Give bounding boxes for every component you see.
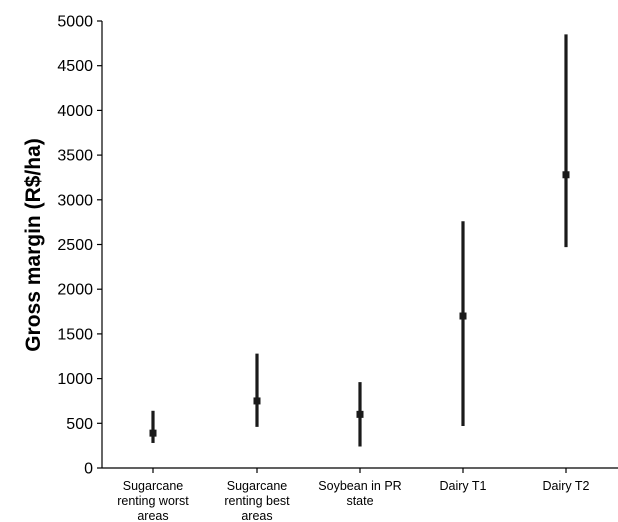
data-point [149, 429, 157, 437]
x-category-label: Sugarcane [227, 479, 288, 493]
x-category-label: state [346, 494, 373, 508]
y-tick-label: 4000 [57, 103, 93, 120]
y-tick-label: 2500 [57, 237, 93, 254]
y-tick-label: 0 [84, 461, 93, 478]
data-point [356, 410, 364, 418]
x-category-label: areas [137, 509, 168, 522]
marks-group [149, 34, 570, 447]
data-point [562, 171, 570, 179]
data-point [253, 397, 261, 405]
y-tick-label: 1500 [57, 326, 93, 343]
y-tick-label: 5000 [57, 14, 93, 31]
y-axis-label: Gross margin (R$/ha) [22, 138, 45, 352]
y-tick-group: 0 500 1000 1500 2000 2500 3000 3500 4000 4500 5000 [57, 14, 102, 478]
y-tick-label: 2000 [57, 282, 93, 299]
y-tick-label: 3000 [57, 192, 93, 209]
x-category-label: Soybean in PR [318, 479, 401, 493]
data-point [459, 312, 467, 320]
y-tick-label: 3500 [57, 148, 93, 165]
x-category-label: Dairy T1 [439, 479, 486, 493]
x-category-label: Dairy T2 [542, 479, 589, 493]
x-category-label: Sugarcane [123, 479, 184, 493]
y-tick-label: 1000 [57, 371, 93, 388]
y-tick-label: 4500 [57, 58, 93, 75]
y-tick-label: 500 [66, 416, 93, 433]
x-category-label: renting worst [117, 494, 189, 508]
x-category-label: renting best [224, 494, 290, 508]
x-category-label: areas [241, 509, 272, 522]
